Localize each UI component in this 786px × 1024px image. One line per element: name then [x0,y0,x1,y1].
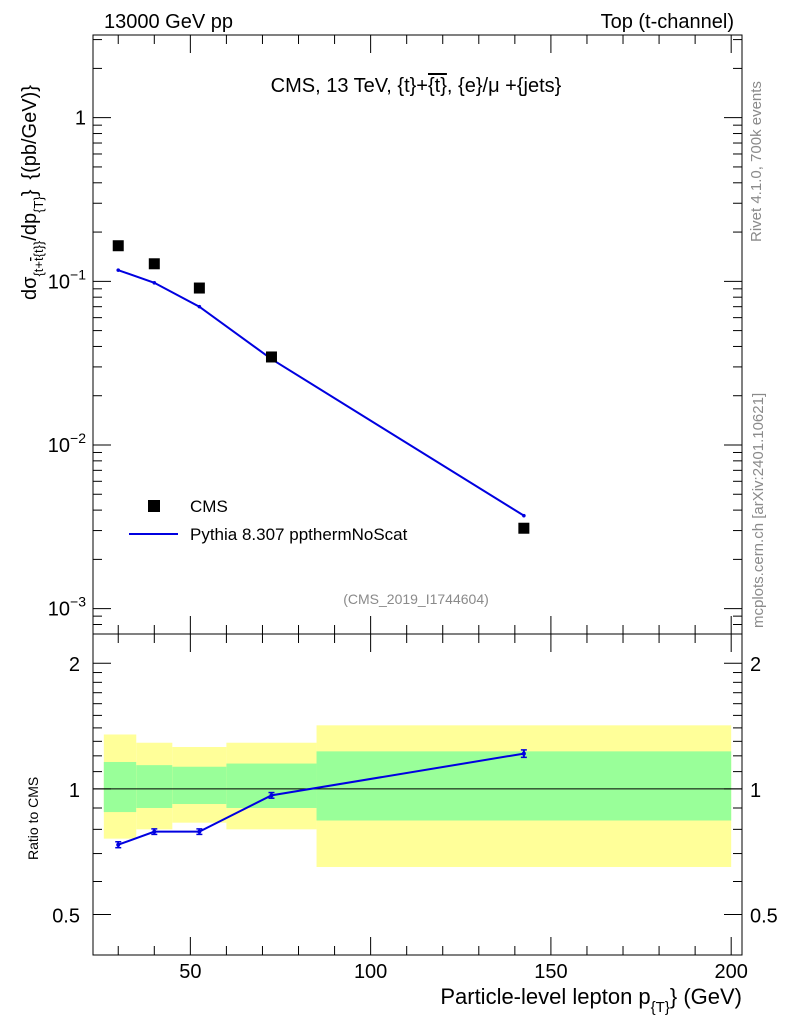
ratio-ytick-label-right: 2 [750,654,761,676]
ratio-ytick-label-left: 0.5 [52,906,80,928]
ylabel-dsigma: dσ [19,276,41,300]
main-mc-point [522,513,526,518]
main-ylabel: dσ{t+t{t}}/dp{T}} {(pb/GeV)} [19,85,46,300]
main-ytick-label: 10−2 [48,430,86,457]
ratio-band-inner [226,763,317,808]
ratio-band-inner [136,765,173,808]
ratio-band-inner [172,766,227,805]
main-ytick-base: 1 [75,108,86,130]
main-title-tbar: {t} [428,75,447,97]
ratio-bands [103,725,732,867]
watermark: (CMS_2019_I1744604) [343,591,489,607]
ratio-panel: 0.5 0.5 1 1 2 2 50 100 150 200 Ratio to CMS Part… [25,633,778,1016]
xlabel-sub: {T} [651,999,670,1016]
main-data-point [518,522,530,534]
ylabel-units: {(pb/GeV)} [19,85,41,180]
ratio-frame [92,633,743,956]
main-ytick-label: 10−3 [48,594,86,621]
main-mc-point [116,268,121,272]
main-title-prefix: CMS, 13 TeV, {t}+ [271,75,428,97]
ratio-mc-point [521,751,526,756]
main-data-point [193,282,205,294]
main-data-point [265,351,277,363]
main-title: CMS, 13 TeV, {t}+{t}, {e}/μ +{jets} [271,75,562,97]
main-data-point [112,240,124,252]
main-data-point [148,258,160,270]
ratio-mc-point [116,842,121,847]
header-left: 13000 GeV pp [104,11,233,33]
ratio-mc-point [152,829,157,834]
main-mc-line [117,269,525,517]
ratio-xtick-label: 50 [179,961,201,983]
xlabel-main: Particle-level lepton p [440,984,650,1009]
mcplots-label: mcplots.cern.ch [arXiv:2401.10621] [750,393,767,628]
ratio-mc-point [269,793,274,798]
main-ytick-exp: −3 [70,594,86,610]
header-right: Top (t-channel) [601,11,734,33]
x-axis-label: Particle-level lepton p{T}} (GeV) [440,984,742,1016]
main-mc-series [116,268,526,518]
ratio-xtick-label: 100 [354,961,387,983]
main-title-suffix: , {e}/μ +{jets} [447,75,562,97]
main-frame [92,34,743,635]
main-ytick-base: 10 [48,435,70,457]
ratio-xtick-label: 150 [534,961,567,983]
ratio-ylabel: Ratio to CMS [25,777,41,860]
ylabel-tbar: t [31,257,46,261]
legend-marker-cms [148,500,160,512]
ratio-ytick-label-left: 1 [69,780,80,802]
legend-label-cms: CMS [190,497,228,516]
ratio-xtick-label: 200 [714,961,747,983]
main-ytick-exp: −1 [70,266,86,282]
main-mc-point [152,280,157,285]
ratio-ytick-label-right: 1 [750,780,761,802]
main-x-ticks [117,35,732,634]
legend-label-mc: Pythia 8.307 ppthermNoScat [190,525,408,544]
main-ytick-exp: −2 [70,430,86,446]
ylabel-mid: /dp [19,213,41,241]
ratio-ytick-label-left: 2 [69,654,80,676]
main-ytick-label: 10−1 [48,266,86,293]
ylabel-close: } [19,189,41,196]
ratio-mc-series [115,749,527,849]
ylabel-sub1: {t+ [31,261,46,277]
main-panel: CMS, 13 TeV, {t}+{t}, {e}/μ +{jets} dσ{t… [19,34,743,635]
main-mc-point [197,304,202,309]
ratio-y-ticks: 0.5 0.5 1 1 2 2 [52,654,778,956]
rivet-label: Rivet 4.1.0, 700k events [748,81,765,242]
ratio-mc-point [197,829,202,834]
ratio-x-ticks: 50 100 150 200 [117,634,748,983]
main-data-series [112,240,530,534]
ratio-ytick-label-right: 0.5 [750,906,778,928]
ylabel-sub2: {t}} [31,240,46,257]
main-ytick-label: 1 [75,108,86,130]
xlabel-tail: } (GeV) [670,984,742,1009]
legend: CMS Pythia 8.307 ppthermNoScat [129,497,408,544]
main-y-ticks: 110−110−210−3 [48,39,742,635]
ratio-band-inner [316,751,732,821]
main-ytick-base: 10 [48,599,70,621]
ylabel-sub3: {T} [31,196,46,213]
ratio-band-inner [103,761,137,813]
main-ytick-base: 10 [48,271,70,293]
